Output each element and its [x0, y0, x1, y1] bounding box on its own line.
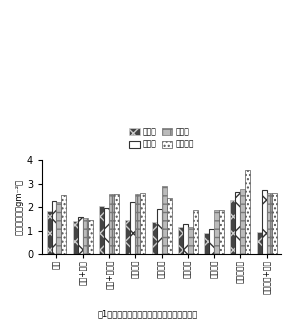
Bar	[240, 189, 245, 254]
Y-axis label: 窒素富化量（gm⁻²）: 窒素富化量（gm⁻²）	[15, 179, 24, 235]
Bar	[46, 212, 52, 254]
Bar	[262, 190, 267, 254]
Bar	[57, 202, 62, 254]
Bar	[188, 227, 193, 254]
Bar	[104, 208, 109, 254]
Bar	[135, 194, 140, 254]
Bar	[167, 198, 171, 254]
Bar	[193, 210, 198, 254]
Bar	[83, 218, 88, 254]
Bar	[152, 222, 157, 254]
Bar	[130, 202, 135, 254]
Bar	[109, 194, 114, 254]
Bar	[245, 170, 250, 254]
Legend: 無処理, わら混, 代かき, わら表面: 無処理, わら混, 代かき, わら表面	[127, 125, 196, 151]
Bar	[235, 192, 240, 254]
Bar	[52, 201, 57, 254]
Bar	[267, 193, 271, 254]
Bar	[99, 205, 104, 254]
Bar	[157, 209, 162, 254]
Bar	[178, 227, 183, 254]
Bar	[140, 193, 145, 254]
Bar	[162, 186, 167, 254]
Bar	[209, 229, 214, 254]
Bar	[214, 211, 219, 254]
Bar	[230, 200, 235, 254]
Bar	[62, 195, 67, 254]
Bar	[88, 220, 93, 254]
Bar	[271, 193, 276, 254]
Bar	[125, 220, 130, 254]
Text: 図1　転換畑における土壌処理と窒素富化量: 図1 転換畑における土壌処理と窒素富化量	[98, 310, 198, 319]
Bar	[204, 232, 209, 254]
Bar	[183, 224, 188, 254]
Bar	[73, 221, 78, 254]
Bar	[114, 194, 119, 254]
Bar	[78, 217, 83, 254]
Bar	[257, 232, 262, 254]
Bar	[219, 210, 224, 254]
